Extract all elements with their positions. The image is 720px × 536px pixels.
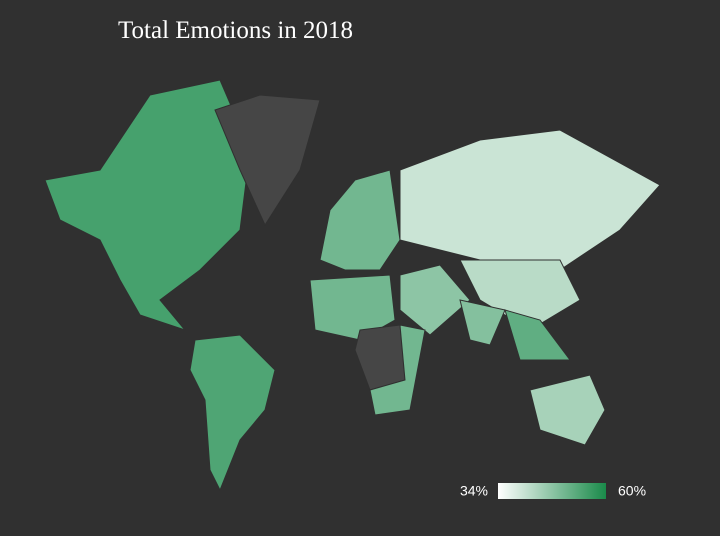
region [529,374,606,446]
legend-min-label: 34% [460,483,488,499]
region [459,299,506,346]
region [189,334,276,492]
region [504,309,571,361]
map-title: Total Emotions in 2018 [118,17,353,44]
region [459,259,581,331]
region [399,264,471,336]
region [44,79,251,332]
region [214,94,321,227]
region [399,129,661,271]
region [369,324,426,416]
color-scale [498,483,606,499]
legend-max-label: 60% [618,483,646,499]
region [319,169,401,271]
